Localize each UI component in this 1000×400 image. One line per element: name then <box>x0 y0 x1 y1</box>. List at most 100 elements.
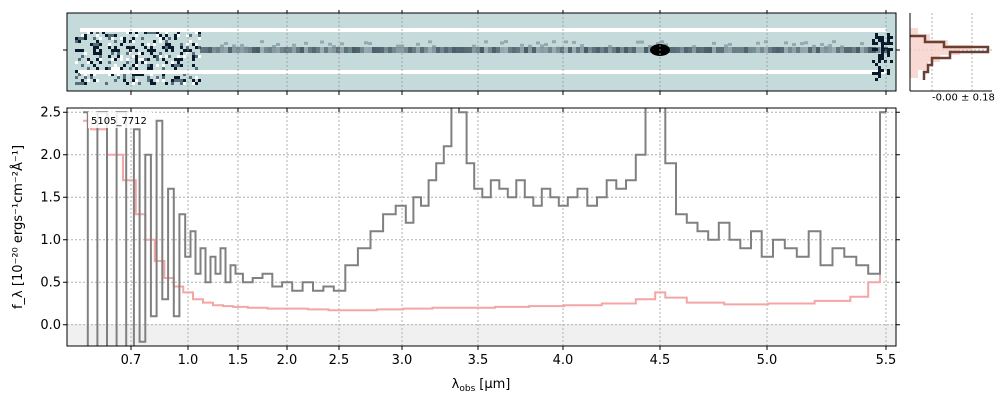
spec2d-pixel <box>78 73 81 76</box>
spec2d-noise-pixel <box>636 40 640 44</box>
spec2d-pixel <box>93 49 96 52</box>
spec2d-trace-pixel <box>276 47 280 53</box>
spec2d-pixel <box>111 58 114 61</box>
x-tick-label: 5.5 <box>876 353 897 368</box>
spec2d-trace-pixel <box>780 47 784 53</box>
spec2d-noise-pixel <box>540 44 544 48</box>
spec2d-trace-pixel <box>468 47 472 53</box>
spec2d-trace-pixel <box>300 47 304 53</box>
spec2d-trace-pixel <box>332 47 336 53</box>
spec2d-noise-pixel <box>660 40 664 44</box>
spec2d-pixel <box>138 82 141 85</box>
spec2d-trace-pixel <box>480 47 484 53</box>
spec2d-pixel <box>195 46 198 49</box>
spec2d-noise-pixel <box>440 49 444 53</box>
spec2d-pixel <box>135 67 138 70</box>
spec2d-pixel <box>141 52 144 55</box>
spec2d-noise-pixel <box>280 49 284 53</box>
spec2d-trace-pixel <box>756 47 760 53</box>
spec2d-noise-pixel <box>428 40 432 44</box>
spec2d-noise-pixel <box>368 42 372 46</box>
spec2d-pixel <box>171 61 174 64</box>
spec2d-noise-pixel <box>520 43 524 47</box>
spec2d-pixel <box>141 43 144 46</box>
spec2d-noise-pixel <box>264 48 268 52</box>
spec2d-pixel <box>114 34 117 37</box>
spec2d-pixel <box>141 73 144 76</box>
spec2d-pixel <box>156 64 159 67</box>
spec2d-trace-pixel <box>868 47 872 53</box>
spec2d-pixel <box>183 73 186 76</box>
spec2d-noise-pixel <box>552 40 556 44</box>
spec2d-noise-pixel <box>432 45 436 49</box>
spec2d-noise-pixel <box>396 44 400 48</box>
spec2d-noise-pixel <box>224 42 228 46</box>
spec2d-trace-pixel <box>520 47 524 53</box>
spec2d-pixel <box>192 64 195 67</box>
spec2d-pixel <box>135 55 138 58</box>
spec2d-noise-pixel <box>800 42 804 46</box>
spec2d-trace-pixel <box>632 47 636 53</box>
spec1d-panel: 0.7 1.0 1.5 2.0 2.5 3.0 3.5 4.0 4.5 5.0 5.5 0.0 0.5 1… <box>10 105 900 394</box>
spec2d-noise-pixel <box>756 41 760 45</box>
spec2d-trace-pixel <box>320 47 324 53</box>
spec2d-trace-pixel <box>772 47 776 53</box>
spec2d-trace-pixel <box>800 47 804 53</box>
spec2d-pixel <box>147 76 150 79</box>
spec2d-pixel <box>111 49 114 52</box>
spec2d-pixel <box>875 42 878 45</box>
spec2d-pixel <box>96 67 99 70</box>
spec2d-noise-pixel <box>328 42 332 46</box>
spec2d-trace-pixel <box>376 47 380 53</box>
spec2d-pixel <box>887 72 890 75</box>
x-axis-label-unit: [μm] <box>479 377 510 392</box>
spec2d-noise-pixel <box>424 46 428 50</box>
spec2d-trace-pixel <box>388 47 392 53</box>
spec2d-pixel <box>159 55 162 58</box>
spec2d-pixel <box>150 73 153 76</box>
spec2d-pixel <box>177 61 180 64</box>
spec2d-pixel <box>138 52 141 55</box>
spec2d-pixel <box>93 64 96 67</box>
spec2d-pixel <box>153 55 156 58</box>
spec2d-pixel <box>180 82 183 85</box>
spec2d-pixel <box>114 46 117 49</box>
spec2d-trace-pixel <box>536 47 540 53</box>
spec2d-pixel <box>141 58 144 61</box>
spec2d-noise-pixel <box>812 44 816 48</box>
spec2d-pixel <box>168 55 171 58</box>
spec2d-pixel <box>117 52 120 55</box>
spec2d-pixel <box>150 82 153 85</box>
spec2d-pixel <box>81 82 84 85</box>
spec2d-pixel <box>78 70 81 73</box>
spec2d-trace-pixel <box>312 47 316 53</box>
spec2d-pixel <box>881 54 884 57</box>
spec2d-noise-pixel <box>728 42 732 46</box>
spec2d-trace-pixel <box>200 47 204 53</box>
spec2d-pixel <box>78 37 81 40</box>
flux-series-line <box>83 108 886 346</box>
x-tick-label: 3.5 <box>468 353 489 368</box>
spec2d-noise-pixel <box>788 49 792 53</box>
spec2d-pixel <box>96 34 99 37</box>
spec2d-pixel <box>177 31 180 34</box>
spec2d-pixel <box>150 46 153 49</box>
spec2d-pixel <box>114 64 117 67</box>
spec2d-noise-pixel <box>244 46 248 50</box>
spec2d-pixel <box>129 31 132 34</box>
spec2d-noise-pixel <box>528 44 532 48</box>
spec2d-noise-pixel <box>348 49 352 53</box>
spec2d-trace-pixel <box>676 47 680 53</box>
spec2d-noise-pixel <box>404 48 408 52</box>
spec2d-noise-pixel <box>332 45 336 49</box>
spec2d-pixel <box>87 67 90 70</box>
spec2d-pixel <box>884 42 887 45</box>
spec2d-noise-pixel <box>828 44 832 48</box>
spec2d-noise-pixel <box>664 43 668 47</box>
spec2d-pixel <box>171 49 174 52</box>
spec2d-trace-pixel <box>260 47 264 53</box>
spec2d-pixel <box>878 39 881 42</box>
spec2d-trace-pixel <box>460 47 464 53</box>
spec2d-pixel <box>114 79 117 82</box>
spec2d-pixel <box>180 58 183 61</box>
